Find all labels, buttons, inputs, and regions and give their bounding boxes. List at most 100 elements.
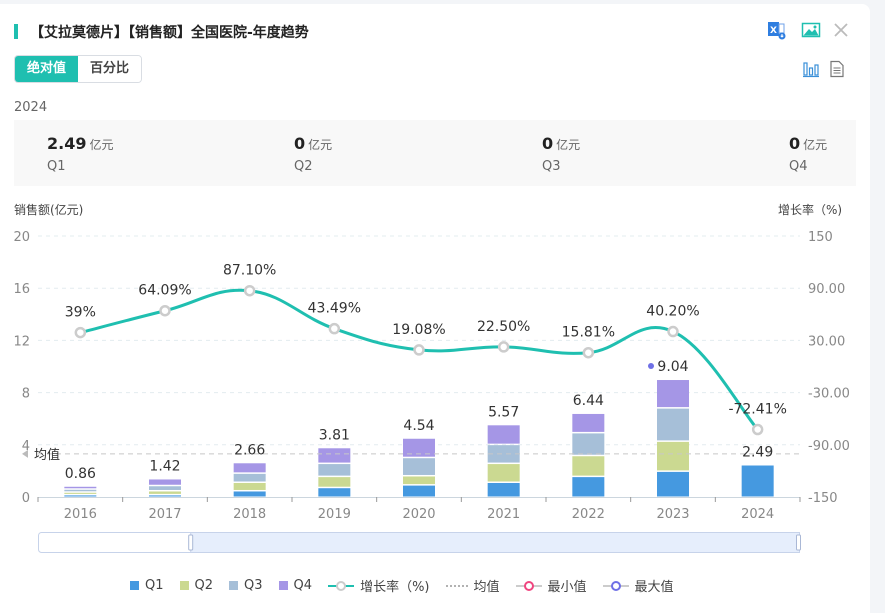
image-download-icon[interactable] xyxy=(801,20,821,40)
percentage-tab[interactable]: 百分比 xyxy=(78,56,142,82)
legend-item-q2[interactable]: Q2 xyxy=(179,578,214,593)
growth-point xyxy=(497,341,510,353)
bar-segment-q1 xyxy=(741,465,774,497)
bar-segment-q1 xyxy=(233,491,266,497)
legend-item-average[interactable]: 均值 xyxy=(445,576,500,595)
growth-point xyxy=(74,326,87,339)
bar-total-label: 4.54 xyxy=(403,418,434,434)
bar-segment-q3 xyxy=(149,486,181,490)
zoom-slider[interactable] xyxy=(38,532,801,553)
bar-segment-q4 xyxy=(572,413,605,432)
bar-segment-q3 xyxy=(318,464,351,476)
x-tick-label: 2017 xyxy=(148,507,181,522)
bar-segment-q2 xyxy=(403,476,435,485)
x-tick-label: 2024 xyxy=(741,507,774,522)
slider-handle-right[interactable] xyxy=(796,534,801,551)
growth-label: 19.08% xyxy=(392,322,445,338)
bar-segment-q1 xyxy=(487,482,520,497)
chart-legend: Q1 Q2 Q3 Q4 增长率（%) 均值 最小值 最大值 xyxy=(130,576,690,595)
slider-handle-left[interactable] xyxy=(188,534,194,551)
x-tick-label: 2022 xyxy=(572,507,605,522)
bar-segment-q4 xyxy=(403,438,435,457)
slider-selection[interactable] xyxy=(190,532,800,553)
legend-item-min[interactable]: 最小值 xyxy=(515,576,587,595)
y2-axis-title: 增长率（%) xyxy=(778,203,843,217)
x-tick-label: 2020 xyxy=(402,507,435,522)
legend-swatch xyxy=(130,581,139,590)
page-title: 【艾拉莫德片】【销售额】全国医院-年度趋势 xyxy=(30,25,309,41)
bar-segment-q4 xyxy=(233,463,266,473)
growth-label: 39% xyxy=(65,305,96,321)
legend-label: Q1 xyxy=(145,578,164,593)
summary-q1: 2.49 亿元 Q1 xyxy=(47,134,114,174)
bar-segment-q4 xyxy=(318,448,351,463)
legend-swatch xyxy=(179,581,189,590)
growth-point xyxy=(751,423,764,436)
chart-card: 【艾拉莫德片】【销售额】全国医院-年度趋势 X 绝对值 百分比 2024 2.4… xyxy=(0,4,870,613)
average-arrow-icon xyxy=(22,449,28,458)
legend-max-marker-icon xyxy=(602,580,629,591)
legend-label: 均值 xyxy=(473,580,500,595)
legend-line-marker-icon xyxy=(328,580,355,591)
legend-label: Q3 xyxy=(244,578,263,593)
summary-label: Q1 xyxy=(47,159,66,174)
x-tick-label: 2019 xyxy=(318,507,351,522)
growth-label: 43.49% xyxy=(308,301,361,317)
y-tick-label: 0 xyxy=(22,491,30,506)
growth-point xyxy=(243,284,256,297)
bar-segment-q3 xyxy=(487,445,520,463)
bar-chart-icon[interactable] xyxy=(802,60,820,78)
legend-min-marker-icon xyxy=(515,580,542,591)
legend-item-max[interactable]: 最大值 xyxy=(602,576,674,595)
growth-label: 22.50% xyxy=(477,319,530,335)
growth-point xyxy=(413,344,425,356)
bar-segment-q2 xyxy=(64,492,97,494)
summary-unit: 亿元 xyxy=(556,138,581,152)
legend-label: Q4 xyxy=(293,578,313,593)
growth-point xyxy=(582,346,595,359)
legend-item-q1[interactable]: Q1 xyxy=(130,578,164,593)
summary-value: 2.49 xyxy=(47,134,87,153)
y2-tick-label: -30.00 xyxy=(808,387,850,402)
legend-label: 最大值 xyxy=(634,580,674,595)
svg-text:X: X xyxy=(770,26,777,36)
table-view-icon[interactable] xyxy=(828,60,846,78)
x-tick-label: 2021 xyxy=(487,507,520,522)
legend-item-q3[interactable]: Q3 xyxy=(229,578,263,593)
y2-tick-label: 90.00 xyxy=(808,282,845,297)
bar-total-label: 9.04 xyxy=(657,359,688,375)
bar-segment-q3 xyxy=(64,489,97,492)
summary-value: 0 xyxy=(789,134,801,153)
bar-segment-q2 xyxy=(657,441,689,471)
legend-swatch xyxy=(278,581,288,590)
y2-tick-label: 150 xyxy=(808,230,833,245)
summary-q4: 0 亿元 Q4 xyxy=(789,134,827,174)
legend-item-q4[interactable]: Q4 xyxy=(278,578,313,593)
bar-segment-q4 xyxy=(149,479,181,485)
y2-tick-label: -90.00 xyxy=(808,439,850,454)
average-label: 均值 xyxy=(34,447,60,463)
summary-unit: 亿元 xyxy=(89,138,114,152)
legend-item-growth[interactable]: 增长率（%) xyxy=(328,576,430,595)
summary-unit: 亿元 xyxy=(803,138,828,152)
bar-total-label: 3.81 xyxy=(319,427,350,443)
legend-label: Q2 xyxy=(194,578,214,593)
y2-tick-label: -150 xyxy=(808,491,838,506)
growth-point xyxy=(328,322,341,335)
close-icon[interactable] xyxy=(831,20,851,40)
bar-total-label: 6.44 xyxy=(573,393,604,409)
summary-year: 2024 xyxy=(14,100,48,115)
summary-unit: 亿元 xyxy=(308,138,333,152)
summary-label: Q3 xyxy=(542,159,561,174)
legend-dotted-line-icon xyxy=(445,584,468,587)
absolute-value-tab[interactable]: 绝对值 xyxy=(15,56,79,82)
bar-segment-q1 xyxy=(572,477,605,497)
growth-label: 87.10% xyxy=(223,263,276,279)
growth-label: 15.81% xyxy=(562,325,615,341)
bar-segment-q2 xyxy=(149,491,181,494)
summary-q2: 0 亿元 Q2 xyxy=(294,134,332,174)
y-tick-label: 4 xyxy=(22,439,30,454)
excel-download-icon[interactable]: X xyxy=(767,20,787,40)
summary-value: 0 xyxy=(294,134,306,153)
